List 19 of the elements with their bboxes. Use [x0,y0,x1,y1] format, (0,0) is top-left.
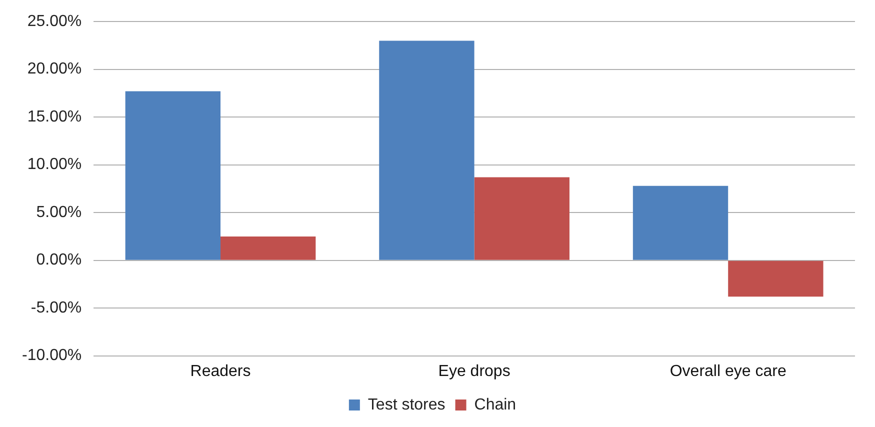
bar [474,177,570,260]
bar [379,40,474,260]
y-tick-label: 20.00% [27,60,82,78]
y-tick-label: 25.00% [27,13,82,30]
x-tick-label: Readers [190,362,251,380]
y-tick-label: 0.00% [36,252,82,269]
x-tick-label: Eye drops [438,362,510,380]
bar [728,260,824,297]
legend-label: Test stores [368,396,446,414]
bar [125,91,220,260]
y-tick-label: 5.00% [36,204,82,221]
y-tick-label: -5.00% [30,299,82,316]
y-tick-label: -10.00% [22,347,82,364]
bar [220,236,316,260]
x-tick-label: Overall eye care [670,362,786,380]
y-tick-label: 15.00% [27,108,82,126]
bar [632,186,728,260]
legend-label: Chain [474,396,516,414]
y-tick-label: 10.00% [27,156,82,174]
